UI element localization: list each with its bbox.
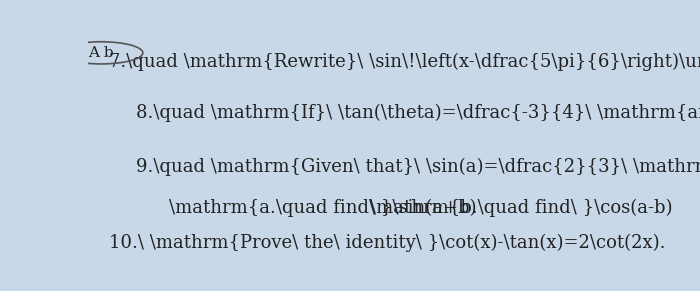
Text: 10.\ \mathrm{Prove\ the\ identity\ }\cot(x)-\tan(x)=2\cot(2x).: 10.\ \mathrm{Prove\ the\ identity\ }\cot… (109, 234, 666, 252)
Text: \mathrm{b.\quad find\ }\cos(a-b): \mathrm{b.\quad find\ }\cos(a-b) (370, 198, 672, 217)
Text: 7.\quad \mathrm{Rewrite}\ \sin\!\left(x-\dfrac{5\pi}{6}\right)\underline{\mathrm: 7.\quad \mathrm{Rewrite}\ \sin\!\left(x-… (109, 53, 700, 71)
Text: A b: A b (88, 46, 114, 60)
Text: 9.\quad \mathrm{Given\ that}\ \sin(a)=\dfrac{2}{3}\ \mathrm{and}\cos(b)=\dfrac{-: 9.\quad \mathrm{Given\ that}\ \sin(a)=\d… (136, 158, 700, 176)
Text: 8.\quad \mathrm{If}\ \tan(\theta)=\dfrac{-3}{4}\ \mathrm{and}\ \theta\ \mathrm{i: 8.\quad \mathrm{If}\ \tan(\theta)=\dfrac… (136, 104, 700, 123)
Text: \mathrm{a.\quad find\ }\sin(a+b): \mathrm{a.\quad find\ }\sin(a+b) (169, 198, 477, 217)
